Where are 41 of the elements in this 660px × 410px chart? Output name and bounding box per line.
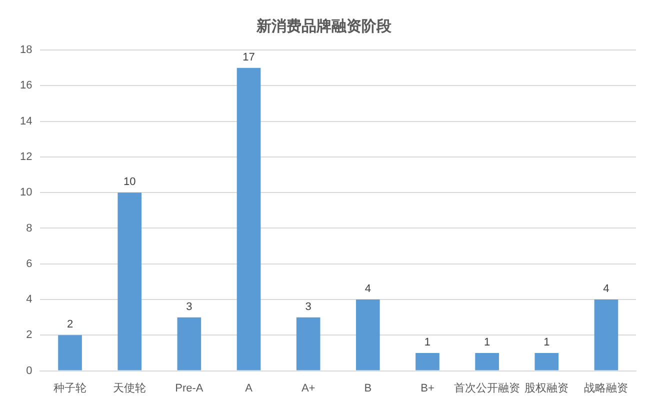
bar xyxy=(177,317,202,370)
data-label: 10 xyxy=(123,176,136,188)
bar xyxy=(118,192,142,370)
x-tick-label: Pre-A xyxy=(175,382,204,394)
data-label: 2 xyxy=(66,318,74,331)
data-label: 4 xyxy=(603,283,610,296)
x-tick-label: 种子轮 xyxy=(54,381,87,394)
x-tick-label: A xyxy=(245,382,254,394)
chart-title: 新消费品牌融资阶段 xyxy=(256,17,392,36)
data-label: 1 xyxy=(484,336,490,349)
x-tick-label: 天使轮 xyxy=(113,382,146,394)
y-tick-label: 14 xyxy=(20,115,32,128)
y-tick-label: 16 xyxy=(20,80,32,92)
x-tick-label: 首次公开融资 xyxy=(454,382,520,394)
x-tick-label: A+ xyxy=(301,382,316,394)
bar xyxy=(594,300,618,370)
data-label: 3 xyxy=(305,300,312,313)
bar xyxy=(356,300,380,370)
data-label: 3 xyxy=(186,300,192,313)
bar xyxy=(58,335,82,370)
x-tick-label: B xyxy=(364,382,372,394)
data-label: 17 xyxy=(242,51,255,64)
bar xyxy=(236,68,261,370)
y-tick-label: 18 xyxy=(20,44,32,56)
y-tick-label: 8 xyxy=(26,222,32,234)
data-label: 1 xyxy=(544,336,550,349)
data-label: 4 xyxy=(364,283,371,296)
x-tick-label: 股权融资 xyxy=(524,382,569,394)
y-tick-label: 4 xyxy=(26,294,32,306)
y-tick-label: 0 xyxy=(26,364,32,377)
bar xyxy=(296,317,320,370)
x-tick-label: 战略融资 xyxy=(584,382,628,394)
x-tick-label: B+ xyxy=(420,382,434,394)
bar xyxy=(416,352,440,370)
data-label: 1 xyxy=(424,336,431,349)
y-tick-label: 10 xyxy=(20,186,32,199)
y-tick-label: 2 xyxy=(26,329,32,342)
y-tick-label: 12 xyxy=(20,150,32,163)
y-tick-label: 6 xyxy=(26,258,32,270)
bar xyxy=(475,352,499,370)
bar xyxy=(534,352,559,370)
